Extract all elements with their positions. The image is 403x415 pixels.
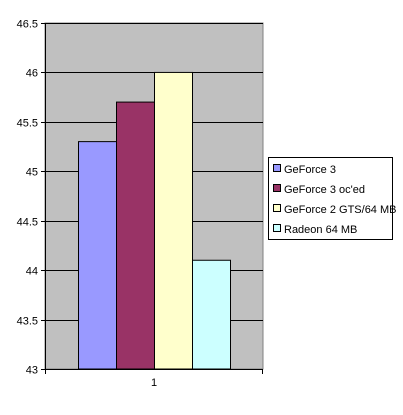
bar	[116, 101, 155, 370]
bar-series-group	[78, 71, 231, 370]
bar	[192, 259, 231, 370]
bar	[154, 71, 193, 370]
y-tick-label: 46.5	[17, 19, 38, 31]
x-tick-label: 1	[151, 377, 157, 389]
y-axis: 43 43.5 44 44.5 45 45.5 46 46.5	[17, 19, 46, 377]
y-tick-label: 43.5	[17, 316, 38, 328]
legend-swatch	[273, 224, 281, 232]
y-tick-label: 43	[26, 365, 38, 377]
legend-label: GeForce 3 oc'ed	[284, 184, 365, 196]
legend-label: GeForce 3	[284, 164, 336, 176]
legend: GeForce 3 GeForce 3 oc'ed GeForce 2 GTS/64…	[268, 157, 396, 240]
y-tick-label: 44.5	[17, 217, 38, 229]
bar	[78, 141, 117, 370]
legend-box	[268, 157, 393, 240]
legend-label: Radeon 64 MB	[284, 224, 357, 236]
legend-swatch	[273, 164, 281, 172]
y-tick-label: 44	[26, 266, 38, 278]
x-axis: 1	[45, 369, 263, 389]
y-tick-label: 45	[26, 167, 38, 179]
legend-swatch	[273, 204, 281, 212]
legend-label: GeForce 2 GTS/64 MB	[284, 204, 396, 216]
y-tick-label: 45.5	[17, 118, 38, 130]
legend-swatch	[273, 184, 281, 192]
y-tick-label: 46	[26, 68, 38, 80]
